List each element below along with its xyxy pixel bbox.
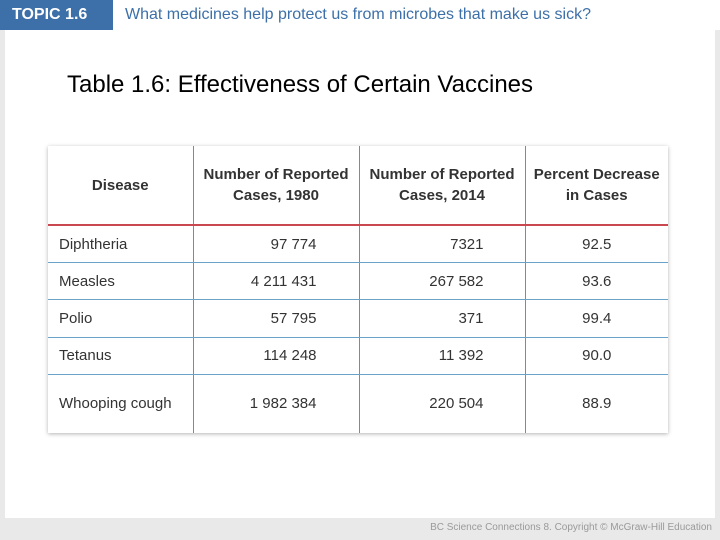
header-cases-1980: Number of Reported Cases, 1980 — [192, 146, 359, 226]
cases-2014-cell: 267 582 — [358, 262, 525, 301]
decrease-cell: 88.9 — [524, 374, 668, 433]
decrease-cell: 90.0 — [524, 337, 668, 375]
topic-badge: TOPIC 1.6 — [0, 0, 113, 30]
disease-cell: Polio — [48, 299, 193, 338]
cases-1980-cell: 1 982 384 — [192, 374, 359, 433]
table-header-row: Disease Number of Reported Cases, 1980 N… — [48, 146, 668, 226]
disease-cell: Measles — [48, 262, 193, 301]
table-row: Polio 57 795 371 99.4 — [48, 299, 668, 338]
disease-cell: Whooping cough — [59, 395, 172, 413]
page-title: Table 1.6: Effectiveness of Certain Vacc… — [67, 71, 534, 98]
table-row: Measles 4 211 431 267 582 93.6 — [48, 262, 668, 301]
header-cases-2014: Number of Reported Cases, 2014 — [358, 146, 525, 226]
cases-2014-cell: 7321 — [358, 225, 525, 264]
topic-question: What medicines help protect us from micr… — [125, 6, 591, 23]
decrease-cell: 93.6 — [524, 262, 668, 301]
vaccine-table: Disease Number of Reported Cases, 1980 N… — [48, 146, 668, 433]
decrease-cell: 99.4 — [524, 299, 668, 338]
cases-2014-cell: 11 392 — [358, 337, 525, 375]
table-row: Diphtheria 97 774 7321 92.5 — [48, 225, 668, 264]
disease-cell: Tetanus — [48, 337, 193, 375]
table-row: Tetanus 114 248 11 392 90.0 — [48, 337, 668, 375]
copyright-footer: BC Science Connections 8. Copyright © Mc… — [430, 522, 712, 533]
disease-cell: Diphtheria — [48, 225, 193, 264]
decrease-cell: 92.5 — [524, 225, 668, 264]
cases-1980-cell: 57 795 — [192, 299, 359, 338]
header-disease: Disease — [48, 146, 193, 226]
header-percent-decrease: Percent Decrease in Cases — [524, 146, 668, 226]
cases-2014-cell: 371 — [358, 299, 525, 338]
cases-2014-cell: 220 504 — [358, 374, 525, 433]
cases-1980-cell: 97 774 — [192, 225, 359, 264]
cases-1980-cell: 114 248 — [192, 337, 359, 375]
table-row: Whooping cough 1 982 384 220 504 88.9 — [48, 374, 668, 433]
header-bar: TOPIC 1.6 What medicines help protect us… — [0, 0, 720, 30]
cases-1980-cell: 4 211 431 — [192, 262, 359, 301]
